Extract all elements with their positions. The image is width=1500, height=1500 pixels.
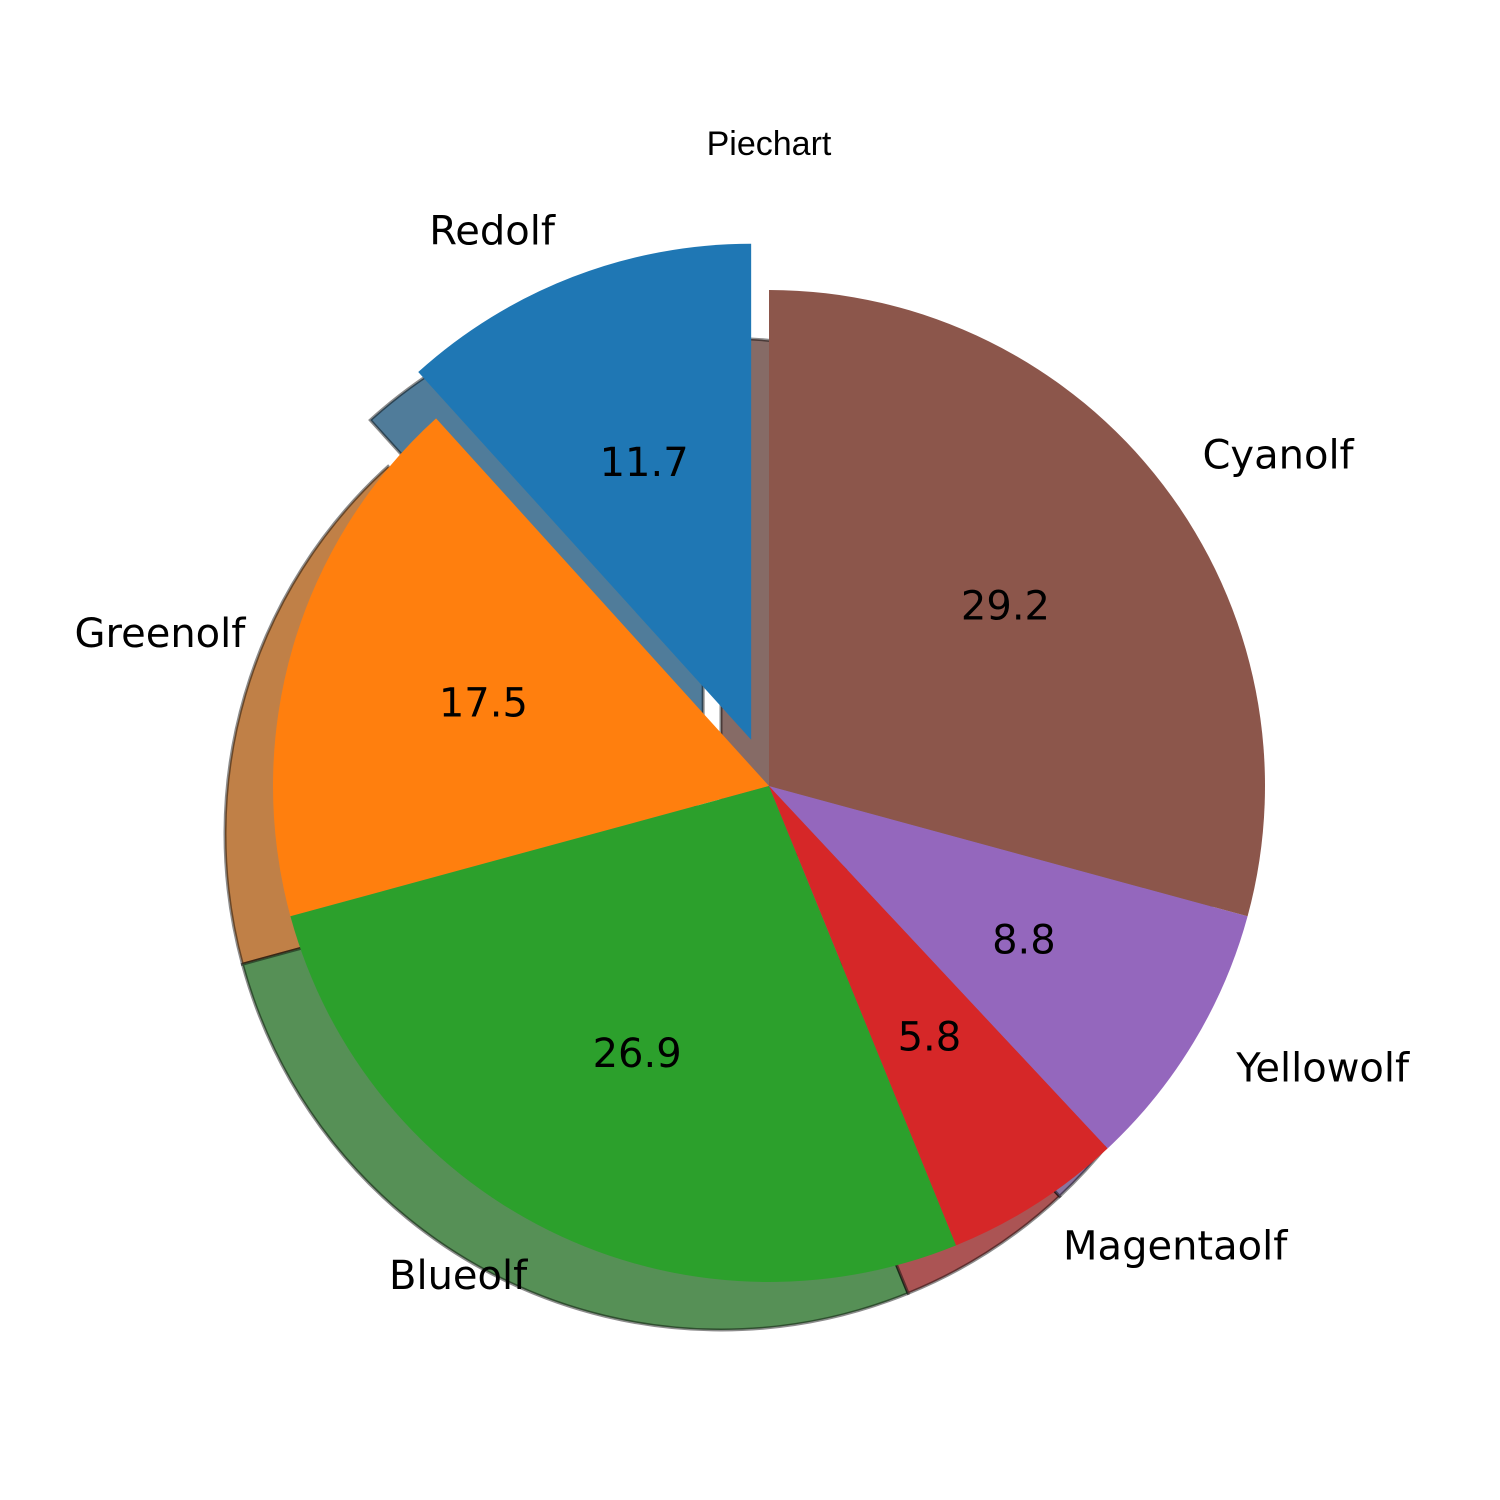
slice-cyanolf	[769, 289, 1265, 917]
slice-yellowolf	[769, 786, 1248, 1149]
value-label-redolf: 11.7	[600, 440, 689, 486]
label-magentaolf: Magentaolf	[1063, 1224, 1288, 1270]
value-label-blueolf: 26.9	[593, 1031, 682, 1077]
slice-layer	[273, 243, 1265, 1282]
slice-redolf	[418, 243, 752, 740]
value-label-yellowolf: 8.8	[992, 918, 1056, 964]
chart-title: Piechart	[707, 125, 832, 163]
label-cyanolf: Cyanolf	[1203, 433, 1355, 479]
slice-greenolf	[273, 418, 769, 917]
slice-blueolf	[290, 786, 957, 1282]
label-blueolf: Blueolf	[389, 1253, 528, 1299]
label-yellowolf: Yellowolf	[1235, 1046, 1410, 1092]
label-redolf: Redolf	[429, 209, 556, 255]
value-label-magentaolf: 5.8	[898, 1015, 962, 1061]
label-layer: Redolf 11.7 Greenolf 17.5 Blueolf 26.9 Magenta…	[75, 209, 1410, 1299]
value-label-cyanolf: 29.2	[961, 583, 1050, 629]
value-label-greenolf: 17.5	[439, 680, 528, 726]
label-greenolf: Greenolf	[75, 611, 247, 657]
slice-magentaolf	[769, 786, 1108, 1246]
